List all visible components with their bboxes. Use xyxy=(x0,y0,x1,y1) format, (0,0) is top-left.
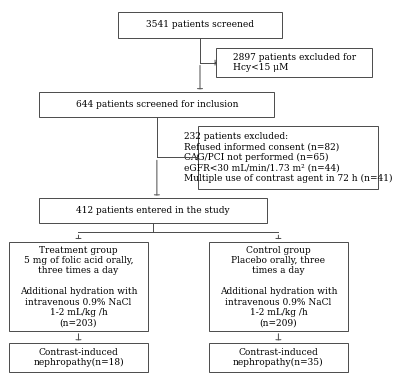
Text: Control group
Placebo orally, three
times a day

Additional hydration with
intra: Control group Placebo orally, three time… xyxy=(220,245,337,327)
Text: 232 patients excluded:
Refused informed consent (n=82)
CAG/PCI not performed (n=: 232 patients excluded: Refused informed … xyxy=(184,132,392,183)
Text: Contrast-induced
nephropathy(n=18): Contrast-induced nephropathy(n=18) xyxy=(33,348,124,367)
FancyBboxPatch shape xyxy=(216,48,372,77)
Text: Treatment group
5 mg of folic acid orally,
three times a day

Additional hydrati: Treatment group 5 mg of folic acid orall… xyxy=(20,245,137,327)
Text: 3541 patients screened: 3541 patients screened xyxy=(146,20,254,29)
FancyBboxPatch shape xyxy=(9,242,148,331)
FancyBboxPatch shape xyxy=(198,126,378,189)
FancyBboxPatch shape xyxy=(118,12,282,38)
FancyBboxPatch shape xyxy=(9,343,148,372)
FancyBboxPatch shape xyxy=(39,198,267,223)
FancyBboxPatch shape xyxy=(209,242,348,331)
FancyBboxPatch shape xyxy=(209,343,348,372)
Text: 412 patients entered in the study: 412 patients entered in the study xyxy=(76,206,230,215)
Text: 2897 patients excluded for
Hcy<15 μM: 2897 patients excluded for Hcy<15 μM xyxy=(232,53,356,72)
Text: 644 patients screened for inclusion: 644 patients screened for inclusion xyxy=(76,100,238,109)
Text: Contrast-induced
nephropathy(n=35): Contrast-induced nephropathy(n=35) xyxy=(233,348,324,367)
FancyBboxPatch shape xyxy=(39,92,274,117)
